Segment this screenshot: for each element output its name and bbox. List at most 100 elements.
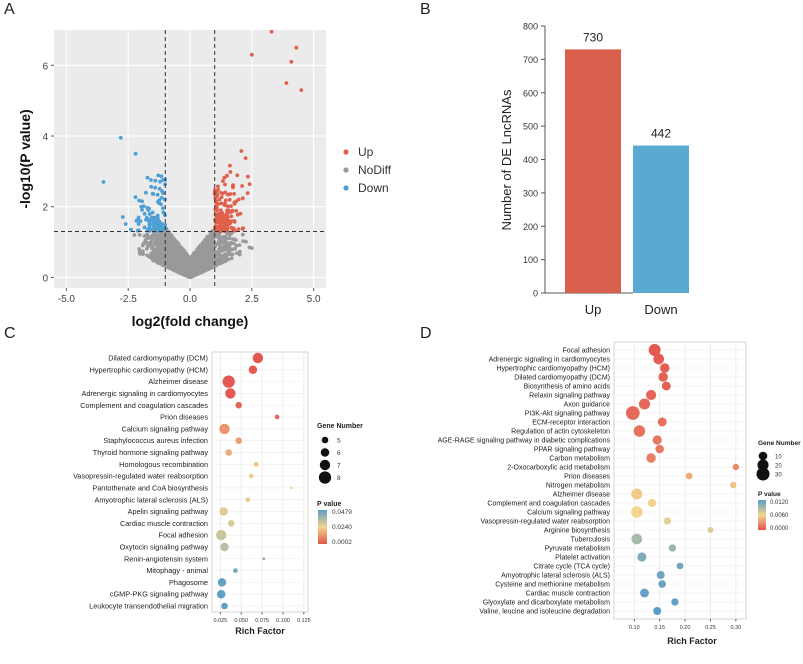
panel-label-b: B [420, 1, 431, 18]
volcano-point-nodiff [197, 269, 202, 273]
volcano-point-nodiff [185, 254, 189, 259]
volcano-point-nodiff [149, 243, 154, 248]
volcano-point-down [159, 196, 164, 200]
volcano-point-nodiff [224, 248, 229, 253]
volcano-point-nodiff [225, 244, 230, 249]
volcano-point-nodiff [187, 271, 192, 276]
volcano-point-down [157, 198, 162, 203]
volcano-point-nodiff [187, 263, 192, 268]
volcano-point-nodiff [200, 246, 205, 250]
volcano-point-nodiff [172, 243, 176, 248]
term-label: Tuberculosis [571, 536, 611, 543]
size-legend-label: 6 [337, 450, 341, 457]
volcano-point-down [133, 195, 138, 200]
volcano-point-nodiff [237, 249, 242, 254]
panel-label-d: D [420, 325, 432, 342]
volcano-point-nodiff [225, 236, 230, 241]
volcano-point-nodiff [218, 255, 223, 260]
term-bubble [658, 372, 668, 382]
y-tick-label: 800 [523, 22, 538, 32]
volcano-point-up [214, 220, 219, 225]
term-label: Nitrogen metabolism [546, 482, 610, 489]
volcano-point-up [227, 197, 232, 202]
volcano-point-up [236, 227, 241, 232]
y-tick-label: 2 [42, 203, 48, 214]
term-bubble [248, 365, 258, 375]
x-tick-label: 0.100 [276, 618, 290, 624]
size-legend-marker [758, 451, 768, 461]
term-label: Regulation of actin cytoskeleton [511, 428, 610, 435]
term-bubble [631, 488, 643, 500]
volcano-point-nodiff [155, 246, 160, 251]
term-bubble [646, 389, 657, 401]
term-label: Axon guidance [564, 401, 610, 408]
volcano-point-nodiff [168, 236, 173, 241]
volcano-point-nodiff [224, 258, 228, 263]
bar-series: 730 Up 442 Down [565, 30, 689, 317]
term-label: Adrenergic signaling in cardiomyocytes [81, 389, 208, 398]
volcano-point-up [294, 45, 299, 50]
volcano-point-nodiff [215, 235, 220, 239]
volcano-point-down [153, 185, 158, 190]
term-bubble [640, 588, 649, 598]
bar-up [565, 49, 621, 293]
enrichment-plot-d: 0.10 0.15 0.20 0.25 0.30 Focal adhesion Adrene… [438, 341, 801, 646]
term-label: Mitophagy - animal [146, 566, 208, 575]
volcano-point-down [149, 184, 154, 189]
volcano-point-up [229, 214, 234, 219]
enrichment-d-x-label: Rich Factor [667, 636, 717, 646]
volcano-point-nodiff [159, 249, 164, 254]
volcano-point-down [137, 198, 142, 203]
volcano-point-down [142, 225, 147, 230]
y-tick-label: 100 [523, 255, 538, 265]
volcano-point-up [217, 197, 222, 202]
size-legend-label: 30 [775, 473, 782, 479]
term-label: Amyotrophic lateral sclerosis (ALS) [501, 572, 610, 579]
volcano-point-nodiff [210, 237, 215, 242]
term-bubble [648, 344, 661, 356]
volcano-point-nodiff [227, 233, 232, 237]
term-label: Dilated cardiomyopathy (DCM) [108, 354, 208, 363]
term-bubble [227, 520, 235, 527]
term-bubble [653, 607, 662, 615]
legend-up-label: Up [358, 145, 374, 159]
term-bubble [225, 388, 236, 399]
volcano-point-up [229, 226, 234, 230]
volcano-point-nodiff [215, 250, 220, 254]
volcano-point-nodiff [198, 248, 203, 253]
term-bubble [658, 580, 667, 588]
x-tick-label: 0.25 [705, 625, 716, 631]
volcano-point-nodiff [167, 266, 172, 270]
volcano-point-nodiff [152, 251, 157, 255]
term-label: Focal adhesion [563, 347, 611, 354]
volcano-point-nodiff [219, 240, 224, 244]
legend-down-marker [343, 185, 349, 191]
size-legend-marker [757, 459, 769, 471]
term-bubble [646, 453, 656, 463]
volcano-point-nodiff [229, 256, 234, 261]
volcano-point-down [147, 212, 152, 216]
x-tick-label: 0.0 [183, 294, 197, 305]
term-bubble [219, 423, 230, 435]
x-tick-label: 5.0 [307, 294, 321, 305]
term-bubble [631, 533, 643, 545]
term-label: Cardiac muscle contraction [526, 590, 611, 597]
volcano-point-up [218, 220, 223, 225]
volcano-point-nodiff [203, 251, 208, 255]
term-bubble [289, 486, 293, 490]
term-label: Calcium signaling pathway [527, 509, 610, 516]
volcano-point-up [245, 191, 250, 196]
x-tick-label: 0.30 [730, 625, 741, 631]
volcano-point-nodiff [218, 243, 222, 248]
volcano-point-nodiff [168, 255, 173, 260]
volcano-point-nodiff [176, 270, 181, 274]
term-label: Homologous recombination [119, 460, 208, 469]
color-legend-d-max: 0.0120 [770, 500, 789, 506]
term-label: Staphylococcus aureus infection [103, 436, 208, 445]
term-bubble [671, 598, 679, 606]
x-tick-label: 2.5 [245, 294, 259, 305]
bar-category-label: Up [585, 302, 602, 317]
volcano-point-nodiff [182, 249, 187, 254]
volcano-point-nodiff [223, 252, 227, 257]
volcano-point-up [220, 227, 225, 232]
